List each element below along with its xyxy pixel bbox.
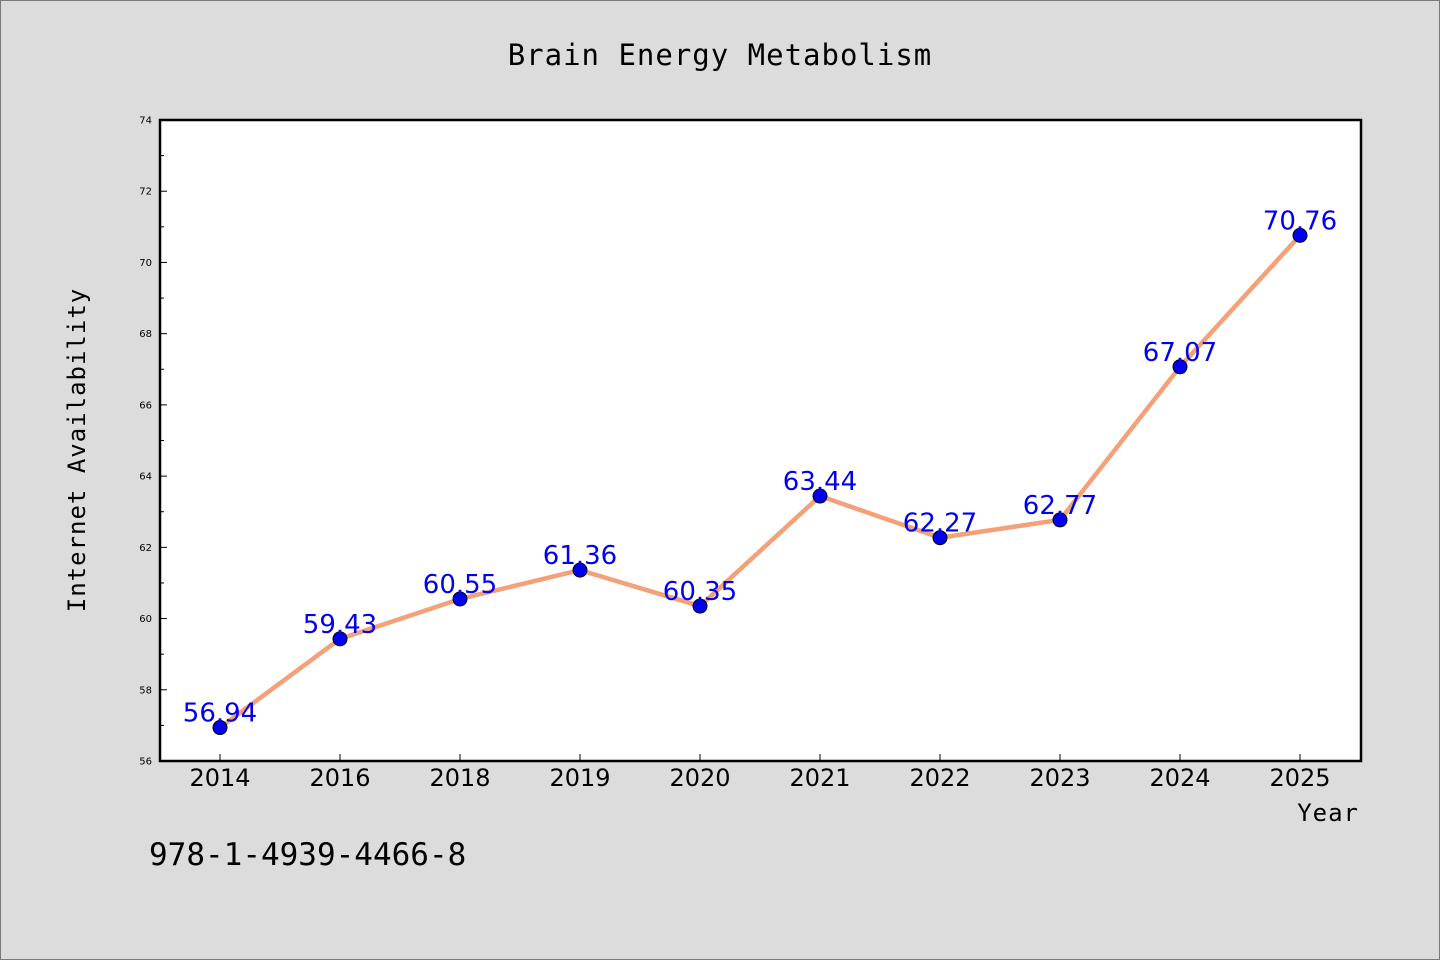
y-tick-label: 64 (139, 472, 152, 483)
data-label: 67.07 (1143, 338, 1217, 368)
data-point (1172, 359, 1188, 375)
x-tick-label: 2022 (909, 764, 970, 792)
data-label: 56.94 (183, 699, 257, 729)
x-tick-label: 2018 (429, 764, 490, 792)
y-tick-label: 66 (139, 400, 152, 411)
data-label: 60.35 (663, 577, 737, 607)
x-tick-label: 2025 (1269, 764, 1330, 792)
data-point (812, 488, 828, 504)
y-tick-label: 70 (139, 258, 152, 269)
data-label: 62.77 (1023, 491, 1097, 521)
y-axis-label: Internet Availability (63, 288, 91, 612)
data-point (932, 530, 948, 546)
data-label: 63.44 (783, 467, 857, 497)
y-axis: 56 58 60 62 64 66 68 70 72 74 (139, 116, 167, 768)
x-tick-label: 2023 (1029, 764, 1090, 792)
data-point (692, 598, 708, 614)
data-markers (212, 227, 1308, 736)
x-tick-label: 2014 (189, 764, 250, 792)
series-line-group (217, 233, 1303, 730)
data-point (452, 591, 468, 607)
data-labels: 56.94 59.43 60.55 61.36 60.35 63.44 62.27 62.77… (183, 206, 1337, 728)
isbn-footnote: 978-1-4939-4466-8 (149, 837, 466, 873)
data-label: 70.76 (1263, 206, 1337, 236)
data-label: 59.43 (303, 610, 377, 640)
data-label: 62.27 (903, 509, 977, 539)
data-point (1292, 227, 1308, 243)
y-tick-label: 68 (139, 329, 152, 340)
data-label: 61.36 (543, 541, 617, 571)
x-axis: 2014 2016 2018 2019 2020 2021 2022 2023 2024 2025 (189, 754, 1331, 792)
x-tick-label: 2021 (789, 764, 850, 792)
x-tick-label: 2020 (669, 764, 730, 792)
y-tick-label: 72 (139, 187, 152, 198)
data-label: 60.55 (423, 570, 497, 600)
chart-title: Brain Energy Metabolism (508, 38, 933, 72)
data-point (332, 631, 348, 647)
y-tick-label: 56 (139, 757, 152, 768)
y-tick-label: 62 (139, 543, 152, 554)
y-tick-label: 60 (139, 614, 152, 625)
x-tick-label: 2024 (1149, 764, 1210, 792)
series-line (217, 233, 1303, 730)
x-axis-label: Year (1297, 799, 1359, 827)
x-tick-label: 2019 (549, 764, 610, 792)
plot-area (158, 118, 1363, 763)
y-tick-label: 74 (139, 116, 152, 127)
data-point (1052, 512, 1068, 528)
data-point (212, 720, 228, 736)
data-point (572, 562, 588, 578)
x-tick-label: 2016 (309, 764, 370, 792)
y-tick-label: 58 (139, 685, 152, 696)
